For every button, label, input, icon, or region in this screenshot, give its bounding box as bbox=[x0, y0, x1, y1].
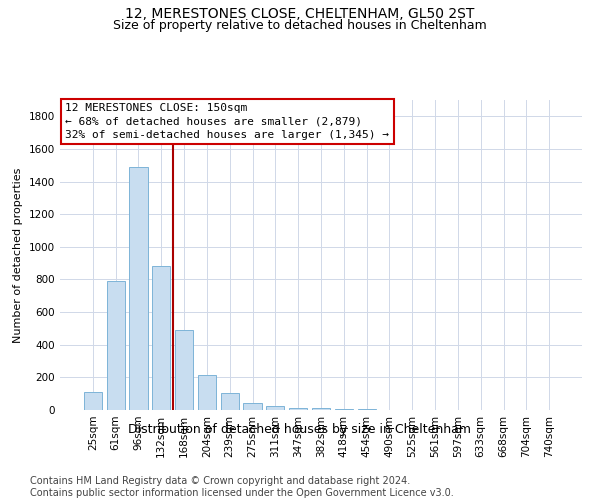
Bar bbox=[198, 375, 216, 410]
Text: Size of property relative to detached houses in Cheltenham: Size of property relative to detached ho… bbox=[113, 19, 487, 32]
Text: 12 MERESTONES CLOSE: 150sqm
← 68% of detached houses are smaller (2,879)
32% of : 12 MERESTONES CLOSE: 150sqm ← 68% of det… bbox=[65, 103, 389, 140]
Y-axis label: Number of detached properties: Number of detached properties bbox=[13, 168, 23, 342]
Bar bbox=[152, 266, 170, 410]
Bar bbox=[107, 281, 125, 410]
Bar bbox=[358, 409, 376, 410]
Bar bbox=[289, 408, 307, 410]
Bar bbox=[130, 167, 148, 410]
Text: Contains HM Land Registry data © Crown copyright and database right 2024.
Contai: Contains HM Land Registry data © Crown c… bbox=[30, 476, 454, 498]
Bar bbox=[221, 393, 239, 410]
Bar bbox=[84, 392, 102, 410]
Bar bbox=[244, 402, 262, 410]
Bar bbox=[266, 406, 284, 410]
Bar bbox=[335, 408, 353, 410]
Bar bbox=[312, 408, 330, 410]
Text: 12, MERESTONES CLOSE, CHELTENHAM, GL50 2ST: 12, MERESTONES CLOSE, CHELTENHAM, GL50 2… bbox=[125, 8, 475, 22]
Text: Distribution of detached houses by size in Cheltenham: Distribution of detached houses by size … bbox=[128, 422, 472, 436]
Bar bbox=[175, 330, 193, 410]
